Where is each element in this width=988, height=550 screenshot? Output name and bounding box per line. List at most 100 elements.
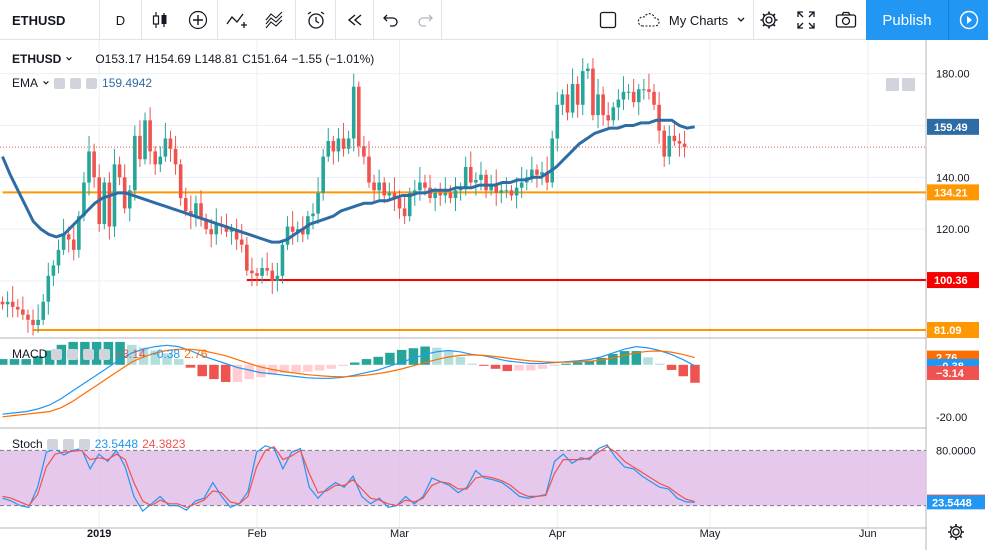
macd-histogram-bar (138, 347, 149, 365)
candle-body (5, 301, 10, 305)
gear-icon[interactable] (67, 348, 79, 360)
price-axis[interactable]: 180.00160.00140.00120.00100.00159.49134.… (927, 40, 988, 550)
compare-button[interactable] (178, 0, 218, 40)
time-tick-label: 2019 (87, 528, 111, 540)
candle-body (682, 143, 687, 148)
macd-label[interactable]: MACD (12, 347, 48, 361)
macd-histogram-bar (291, 364, 301, 373)
rewind-icon (347, 14, 361, 26)
macd-histogram-bar (525, 364, 536, 371)
ema-legend: EMA 159.4942 (12, 76, 152, 90)
candle-body (173, 148, 178, 165)
undo-button[interactable] (374, 0, 408, 40)
macd-histogram-bar (572, 362, 583, 365)
close-icon[interactable] (99, 348, 111, 360)
play-button[interactable] (948, 0, 988, 40)
eye-icon[interactable] (51, 348, 63, 360)
eye-icon[interactable] (54, 77, 66, 89)
candle-body (596, 94, 600, 116)
time-tick-label: May (700, 528, 721, 540)
publish-button[interactable]: Publish (866, 0, 948, 40)
maximize-pane-icon[interactable] (902, 78, 915, 91)
macd-histogram-bar (549, 364, 559, 366)
ema-series-line (1, 118, 695, 244)
price-tick-label: 180.00 (936, 69, 970, 81)
macd-signal-line (2, 348, 695, 418)
macd-badge[interactable] (927, 365, 979, 380)
stoch-k-line (2, 444, 695, 513)
stoch-badge[interactable] (927, 495, 985, 510)
candle-body (66, 234, 71, 240)
time-axis[interactable]: 2019 Feb Mar Apr May Jun (87, 528, 877, 540)
time-tick-label: Jun (859, 528, 877, 540)
macd-histogram-bar (608, 353, 618, 365)
interval-button[interactable]: D (100, 0, 142, 40)
candle-body (372, 182, 376, 191)
horizontal-levels[interactable] (2, 191, 927, 331)
legend-symbol[interactable]: ETHUSD (12, 52, 62, 66)
candle-body (580, 71, 585, 105)
gear-icon (760, 11, 778, 29)
layout-button[interactable] (590, 0, 626, 40)
chevron-down-icon[interactable] (42, 79, 50, 87)
macd-histogram-bar (33, 356, 43, 365)
candle-body (555, 104, 560, 139)
chart-settings-button[interactable] (946, 522, 970, 546)
candle-body (61, 234, 66, 250)
undo-icon (383, 14, 398, 27)
candle-body (545, 172, 549, 183)
price-badge[interactable] (927, 321, 979, 338)
macd-histogram-bar (244, 364, 254, 380)
redo-button[interactable] (408, 0, 442, 40)
stoch-label[interactable]: Stoch (12, 437, 43, 451)
candle-body (21, 309, 25, 315)
macd-histogram-bar (44, 350, 55, 365)
macd-histogram-value: −3.14 (115, 347, 146, 361)
candle-body (423, 182, 427, 188)
ema-label[interactable]: EMA (12, 76, 39, 90)
macd-histogram-bar (127, 344, 137, 365)
candle-body (402, 208, 407, 217)
fullscreen-button[interactable] (790, 0, 822, 40)
candle-body (36, 319, 40, 326)
collapse-pane-icon[interactable] (886, 78, 899, 91)
chart-canvas[interactable]: 180.00160.00140.00120.00100.00159.49134.… (0, 40, 988, 550)
candle-body (336, 138, 341, 152)
my-charts-button[interactable]: My Charts (628, 0, 754, 40)
templates-button[interactable] (256, 0, 296, 40)
chart-style-button[interactable] (142, 0, 178, 40)
source-code-icon[interactable] (83, 348, 95, 360)
stoch-pane (0, 444, 926, 513)
settings-button[interactable] (754, 0, 784, 40)
macd-histogram-bar (420, 346, 430, 365)
stoch-badge-label: 23.5448 (932, 497, 972, 509)
price-badge[interactable] (927, 184, 979, 201)
indicators-button[interactable] (218, 0, 256, 40)
macd-histogram-bar (631, 351, 642, 365)
candle-body (183, 198, 188, 212)
candle-body (31, 319, 35, 326)
price-badge[interactable] (927, 118, 979, 135)
macd-histogram-bar (0, 359, 8, 365)
gear-icon[interactable] (70, 77, 82, 89)
alert-button[interactable] (296, 0, 336, 40)
price-tick-label: 140.00 (936, 172, 970, 184)
candle-body (631, 91, 636, 103)
snapshot-button[interactable] (830, 0, 862, 40)
candle-body (250, 270, 254, 274)
close-icon[interactable] (86, 77, 98, 89)
candle-body (127, 190, 132, 209)
redo-icon (417, 14, 433, 27)
candle-body (657, 104, 661, 131)
macd-histogram-bar (21, 359, 31, 365)
pane-controls (886, 78, 915, 91)
close-icon[interactable] (78, 438, 90, 450)
replay-button[interactable] (336, 0, 374, 40)
gear-icon[interactable] (62, 438, 74, 450)
eye-icon[interactable] (46, 438, 58, 450)
candle-body (321, 156, 325, 193)
candle-body (474, 179, 478, 183)
chevron-down-icon[interactable] (65, 55, 73, 63)
price-badge[interactable] (927, 272, 979, 289)
symbol-search-button[interactable]: ETHUSD (0, 0, 100, 40)
